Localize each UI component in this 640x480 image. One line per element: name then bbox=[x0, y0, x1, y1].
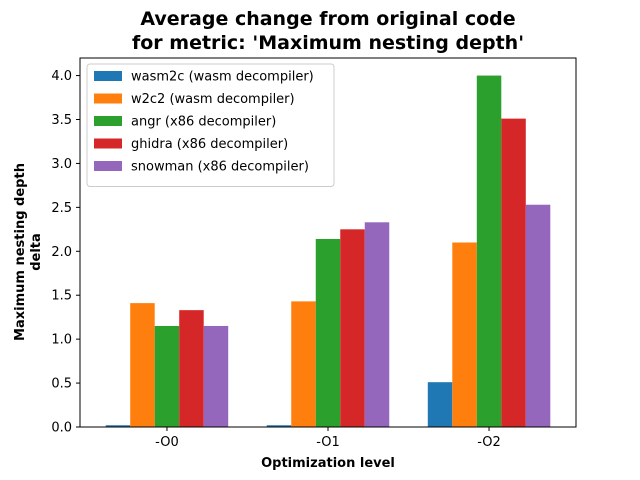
y-tick-label: 3.5 bbox=[51, 113, 72, 128]
legend-swatch bbox=[94, 161, 122, 171]
x-tick-label: -O1 bbox=[316, 435, 340, 450]
x-tick-label: -O0 bbox=[155, 435, 179, 450]
bar-wasm2c-O0 bbox=[105, 425, 131, 427]
y-tick-label: 0.5 bbox=[51, 377, 72, 392]
legend-swatch bbox=[94, 93, 122, 104]
bar-snowman-O2 bbox=[525, 204, 551, 427]
bar-ghidra-O1 bbox=[340, 229, 365, 427]
bar-ghidra-O2 bbox=[501, 118, 526, 427]
bar-w2c2-O1 bbox=[291, 301, 316, 427]
bar-wasm2c-O1 bbox=[266, 425, 292, 427]
y-tick-label: 1.5 bbox=[51, 289, 72, 304]
legend-entry: w2c2 (wasm decompiler) bbox=[131, 92, 295, 107]
plot-area: 0.0 0.5 1.0 1.5 2.0 2.5 3.0 3.5 4.0 -O0 -O1 -O2 wasm… bbox=[51, 57, 577, 450]
legend-entry: wasm2c (wasm decompiler) bbox=[131, 70, 314, 85]
bar-angr-O1 bbox=[315, 238, 341, 427]
y-tick-label: 2.0 bbox=[51, 245, 72, 260]
y-tick-label: 0.0 bbox=[51, 421, 72, 436]
chart-title-line-2: for metric: 'Maximum nesting depth' bbox=[132, 32, 524, 54]
legend-swatch bbox=[94, 138, 122, 149]
legend-box bbox=[86, 63, 335, 187]
bar-w2c2-O2 bbox=[452, 242, 477, 427]
x-axis-label: Optimization level bbox=[261, 456, 395, 471]
bar-ghidra-O0 bbox=[179, 310, 204, 427]
y-tick-label: 1.0 bbox=[51, 333, 72, 348]
legend-entry: angr (x86 decompiler) bbox=[131, 115, 276, 130]
y-axis-label-line-1: Maximum nesting depth bbox=[13, 163, 28, 341]
y-tick-label: 4.0 bbox=[51, 69, 72, 84]
legend-swatch bbox=[94, 71, 122, 81]
bar-snowman-O1 bbox=[364, 222, 390, 427]
bar-snowman-O0 bbox=[203, 325, 229, 427]
legend: wasm2c (wasm decompiler) w2c2 (wasm decom… bbox=[86, 63, 335, 187]
legend-swatch bbox=[94, 116, 122, 126]
chart-title-line-1: Average change from original code bbox=[140, 8, 515, 30]
legend-entry: snowman (x86 decompiler) bbox=[131, 160, 309, 175]
bar-angr-O2 bbox=[476, 75, 502, 428]
y-tick-label: 2.5 bbox=[51, 201, 72, 216]
x-tick-label: -O2 bbox=[477, 435, 501, 450]
y-axis-label-line-2: delta bbox=[29, 233, 44, 271]
bar-angr-O0 bbox=[154, 325, 180, 427]
legend-entry: ghidra (x86 decompiler) bbox=[131, 137, 288, 152]
y-tick-label: 3.0 bbox=[51, 157, 72, 172]
bar-w2c2-O0 bbox=[130, 303, 155, 427]
bar-wasm2c-O2 bbox=[427, 382, 453, 427]
